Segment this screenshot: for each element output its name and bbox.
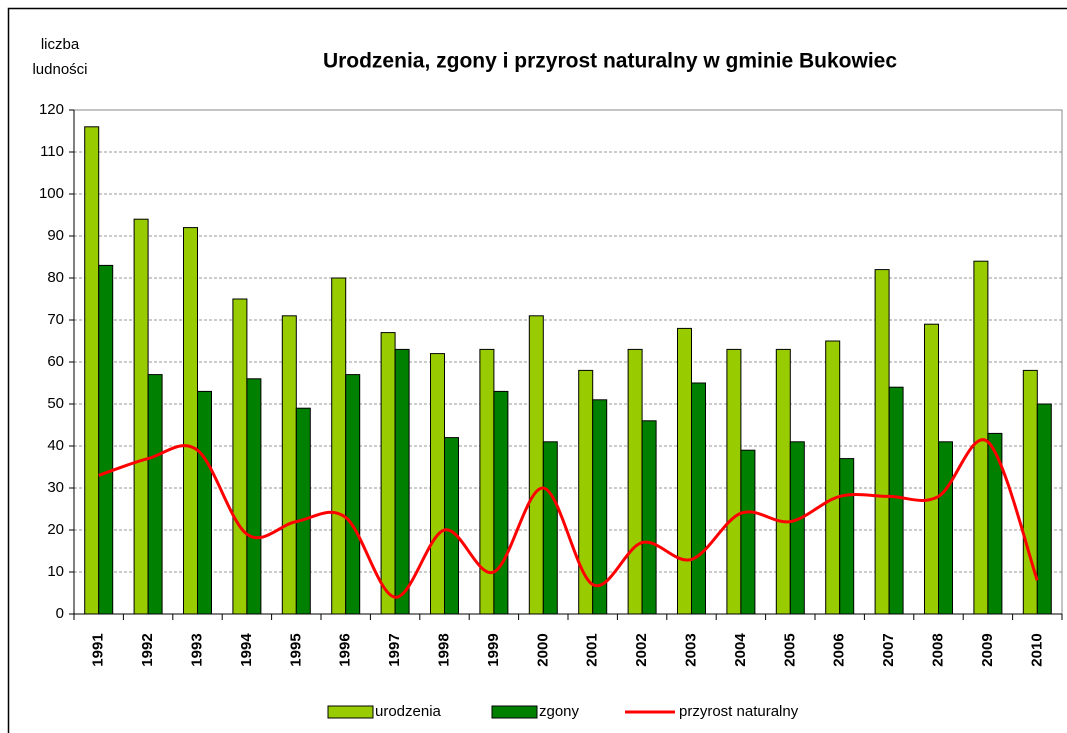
bar [938,441,953,615]
x-tick-label: 2007 [880,633,897,666]
bar [789,441,805,615]
x-tick-label: 1998 [435,633,452,666]
x-tick-label: 2009 [979,633,996,666]
bar [973,260,989,615]
x-tick-label: 2004 [732,633,749,667]
x-tick-label: 1997 [386,633,403,666]
bar [987,432,1003,615]
x-tick-label: 1994 [238,633,255,667]
x-tick-label: 2001 [584,633,601,666]
x-tick-label: 1999 [485,633,502,666]
x-tick-label: 2002 [633,633,650,666]
bar [627,348,643,615]
bar [147,374,163,615]
x-tick-label: 1992 [139,633,156,666]
bar [493,390,509,615]
y-tick-label: 120 [39,101,64,118]
x-tick-label: 1996 [337,633,354,666]
bar [641,420,657,615]
y-tick-label: 110 [40,143,64,160]
x-tick-label: 1995 [287,633,304,666]
bar [430,353,445,615]
y-tick-label: 90 [47,227,64,244]
plot-area [73,109,1063,615]
bar [246,378,262,615]
bar [394,348,410,615]
y-tick-label: 70 [47,311,64,328]
bar [380,332,396,615]
bar [331,277,347,615]
legend-swatch [491,705,538,719]
y-tick-label: 50 [47,395,64,412]
bar [677,327,692,615]
bar [232,298,248,615]
bar [444,437,459,615]
y-axis-label: liczba [41,36,80,53]
bar [345,374,361,615]
bar [295,407,311,615]
x-tick-label: 2003 [682,633,699,666]
legend-swatch [327,705,374,719]
legend-label: przyrost naturalny [679,703,799,720]
x-tick-label: 2008 [929,633,946,666]
y-tick-label: 20 [47,521,64,538]
y-tick-label: 100 [39,185,64,202]
bar [775,348,791,615]
bar [1036,403,1052,615]
bar [281,315,297,615]
bar [740,449,756,615]
bar [924,323,939,615]
y-tick-label: 40 [47,437,64,454]
x-tick-label: 1993 [188,633,205,666]
y-axis-label: ludności [32,61,87,78]
bar [479,348,495,615]
bar [528,315,544,615]
bar [691,382,706,615]
y-tick-label: 30 [47,479,64,496]
bar [825,340,841,615]
bar [839,458,855,615]
bar [542,441,558,615]
bar [84,126,100,615]
bar [197,390,212,615]
bar [874,269,890,615]
y-tick-label: 60 [47,353,64,370]
bar [888,386,904,615]
bar [726,348,742,615]
x-tick-label: 2000 [534,633,551,666]
bar [183,227,198,615]
y-tick-label: 80 [47,269,64,286]
x-tick-label: 2006 [831,633,848,666]
legend-label: urodzenia [375,703,442,720]
bar [592,399,608,615]
x-tick-label: 1991 [90,633,107,666]
bar [98,264,114,615]
bar [133,218,149,615]
legend-label: zgony [539,703,580,720]
line [98,438,1039,599]
y-tick-label: 10 [47,563,64,580]
y-tick-label: 0 [56,605,64,622]
chart-title: Urodzenia, zgony i przyrost naturalny w … [323,50,897,73]
x-tick-label: 2010 [1028,633,1045,666]
x-tick-label: 2005 [781,633,798,666]
